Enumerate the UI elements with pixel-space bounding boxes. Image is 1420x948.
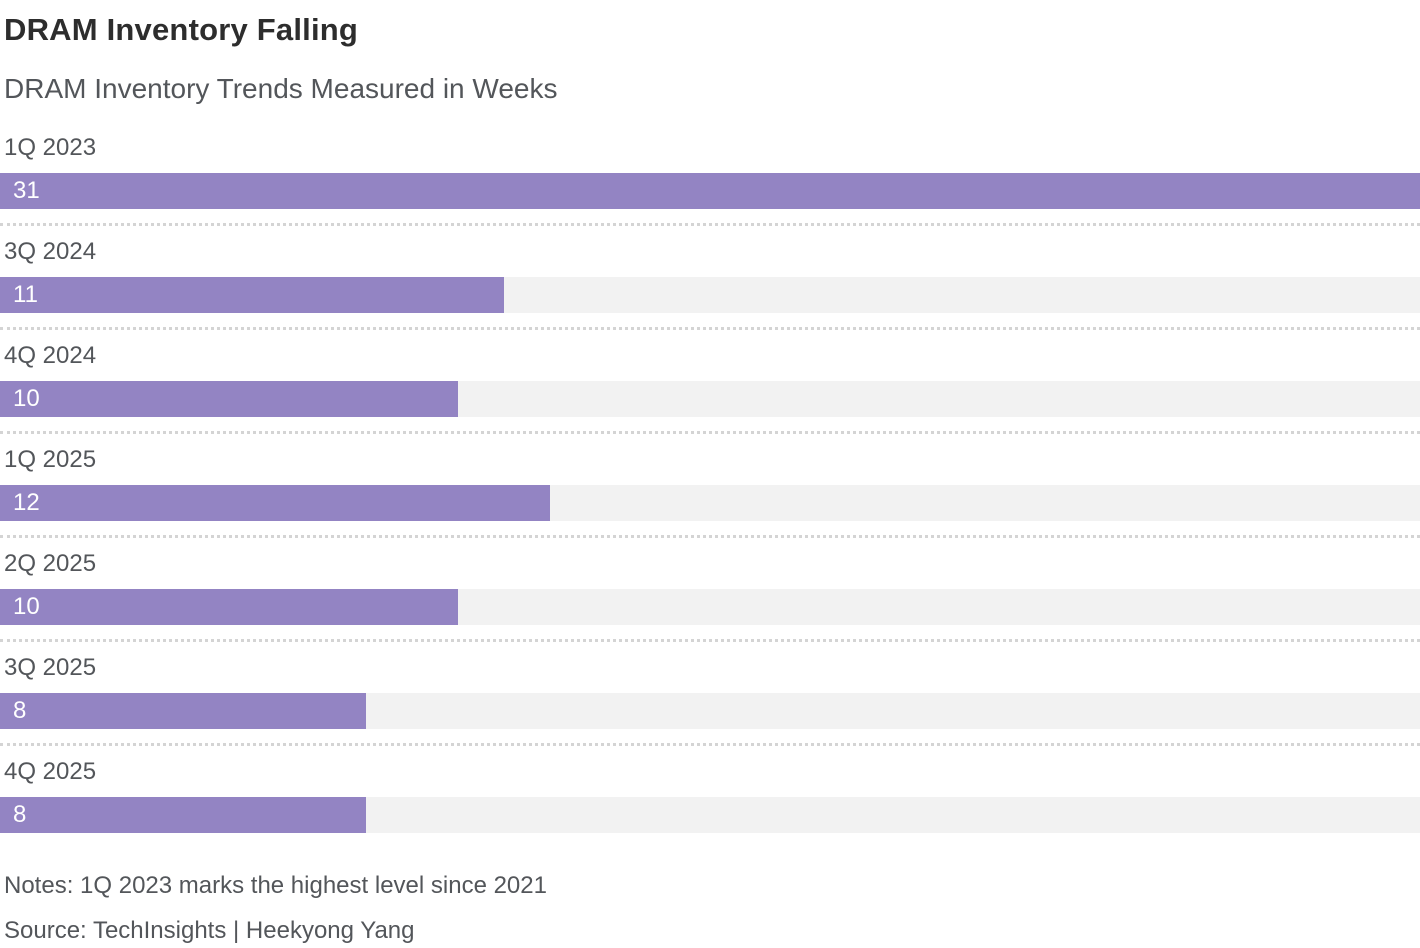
row-separator (0, 639, 1420, 642)
bar-value-label: 8 (13, 801, 27, 828)
chart-source: Source: TechInsights | Heekyong Yang (4, 917, 415, 944)
chart-row: 3Q 2024 11 (0, 238, 1420, 330)
bar-value-label: 12 (13, 489, 40, 516)
bar-track: 31 (0, 173, 1420, 209)
bar-value-label: 10 (13, 385, 40, 412)
bar-value-label: 11 (13, 281, 38, 308)
chart-header: DRAM Inventory Falling DRAM Inventory Tr… (0, 0, 1420, 106)
chart-row: 2Q 2025 10 (0, 550, 1420, 642)
chart-row: 4Q 2024 10 (0, 342, 1420, 434)
bar-value-label: 31 (13, 177, 40, 204)
chart-footer: Notes: 1Q 2023 marks the highest level s… (4, 872, 1420, 948)
bar: 8 (0, 693, 367, 729)
chart-row: 1Q 2025 12 (0, 446, 1420, 538)
bar: 8 (0, 797, 367, 833)
chart-row: 4Q 2025 8 (0, 758, 1420, 833)
category-label: 4Q 2024 (4, 342, 97, 369)
bar-value-label: 8 (13, 697, 27, 724)
chart-notes: Notes: 1Q 2023 marks the highest level s… (4, 872, 547, 899)
bar: 12 (0, 485, 550, 521)
bar-track: 12 (0, 485, 1420, 521)
chart-subtitle: DRAM Inventory Trends Measured in Weeks (4, 73, 558, 104)
bar: 11 (0, 277, 504, 313)
bar-track: 8 (0, 797, 1420, 833)
bar-track: 11 (0, 277, 1420, 313)
bar-chart: 1Q 2023 31 3Q 2024 11 4Q 2024 10 (0, 134, 1420, 833)
row-separator (0, 327, 1420, 330)
bar: 31 (0, 173, 1420, 209)
category-label: 3Q 2025 (4, 654, 97, 681)
category-label: 1Q 2025 (4, 446, 97, 473)
bar-track: 8 (0, 693, 1420, 729)
row-separator (0, 431, 1420, 434)
row-separator (0, 535, 1420, 538)
row-separator (0, 743, 1420, 746)
category-label: 3Q 2024 (4, 238, 97, 265)
bar: 10 (0, 589, 459, 625)
category-label: 1Q 2023 (4, 134, 97, 161)
bar: 10 (0, 381, 459, 417)
category-label: 2Q 2025 (4, 550, 97, 577)
row-separator (0, 223, 1420, 226)
category-label: 4Q 2025 (4, 758, 97, 785)
bar-value-label: 10 (13, 593, 40, 620)
chart-row: 3Q 2025 8 (0, 654, 1420, 746)
chart-row: 1Q 2023 31 (0, 134, 1420, 226)
bar-track: 10 (0, 589, 1420, 625)
bar-track: 10 (0, 381, 1420, 417)
chart-title: DRAM Inventory Falling (4, 12, 359, 47)
